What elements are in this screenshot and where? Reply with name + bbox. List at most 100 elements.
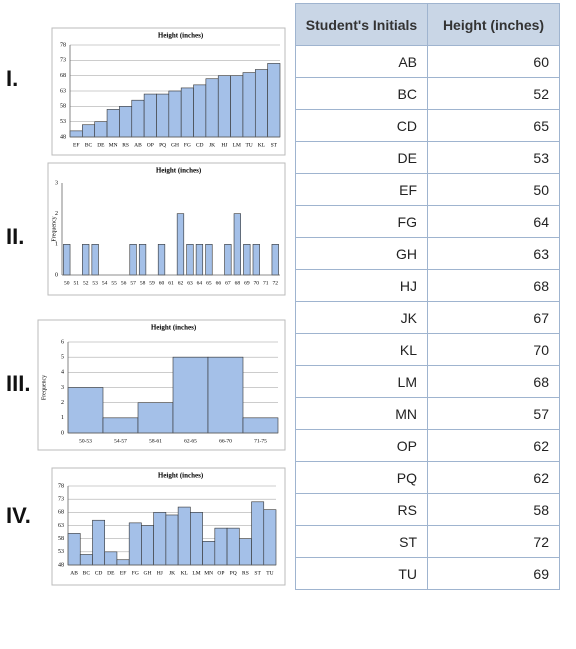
x-tick-label: GH: [144, 570, 152, 576]
y-tick-label: 53: [58, 549, 64, 555]
y-tick-label: 68: [60, 73, 66, 79]
x-tick-label: LM: [192, 570, 200, 576]
bar: [205, 244, 213, 276]
x-tick-label: LM: [233, 142, 241, 148]
x-tick-label: TU: [266, 570, 273, 576]
bar: [168, 90, 182, 138]
bar: [252, 244, 260, 276]
x-tick-label: 60: [159, 280, 165, 286]
table-row: RS 58: [295, 493, 560, 526]
bar: [153, 512, 167, 566]
x-tick-label: GH: [171, 142, 179, 148]
y-tick-label: 2: [55, 211, 58, 217]
bar: [143, 93, 157, 138]
x-tick-label: 58: [140, 280, 146, 286]
height-cell: 62: [427, 461, 560, 494]
x-tick-label: 71: [263, 280, 269, 286]
bar: [193, 84, 207, 138]
bar: [186, 244, 194, 276]
data-table: Student's Initials Height (inches) AB 60 BC 5…: [295, 3, 560, 590]
bar: [243, 244, 251, 276]
x-tick-label: MN: [109, 142, 118, 148]
x-tick-label: 70: [254, 280, 260, 286]
x-tick-label: 54: [102, 280, 108, 286]
y-tick-label: 6: [61, 339, 64, 345]
x-tick-label: AB: [70, 570, 78, 576]
x-tick-label: ST: [271, 142, 278, 148]
bar: [116, 559, 130, 566]
x-tick-label: 56: [121, 280, 127, 286]
x-tick-label: RS: [242, 570, 249, 576]
initials-cell: LM: [295, 365, 428, 398]
bar: [157, 244, 166, 276]
x-tick-label: KL: [181, 570, 189, 576]
y-tick-label: 78: [58, 483, 64, 489]
bar: [251, 501, 265, 566]
x-tick-label: FG: [132, 570, 139, 576]
y-tick-label: 1: [61, 415, 64, 421]
table-row: OP 62: [295, 429, 560, 462]
height-cell: 52: [427, 77, 560, 110]
x-tick-label: CD: [196, 142, 204, 148]
table-row: HJ 68: [295, 269, 560, 302]
y-tick-label: 58: [60, 104, 66, 110]
height-cell: 70: [427, 333, 560, 366]
y-tick-label: 2: [61, 400, 64, 406]
x-tick-label: 62-65: [184, 438, 197, 444]
x-tick-label: AB: [134, 142, 142, 148]
bar: [91, 244, 99, 276]
panel-label: II.: [6, 224, 24, 249]
initials-cell: TU: [295, 557, 428, 590]
y-tick-label: 3: [55, 180, 58, 186]
x-tick-label: 59: [149, 280, 155, 286]
bar: [230, 75, 244, 138]
y-tick-label: 73: [58, 497, 64, 503]
x-tick-label: 54-57: [114, 438, 127, 444]
column-header: Height (inches): [427, 3, 560, 46]
height-cell: 53: [427, 141, 560, 174]
bar: [104, 551, 118, 566]
bar: [79, 554, 93, 566]
table-row: JK 67: [295, 301, 560, 334]
y-tick-label: 1: [55, 242, 58, 248]
x-tick-label: 64: [197, 280, 203, 286]
bar: [214, 527, 228, 566]
initials-cell: AB: [295, 45, 428, 78]
bar: [233, 213, 241, 276]
height-cell: 50: [427, 173, 560, 206]
x-tick-label: 63: [187, 280, 193, 286]
initials-cell: RS: [295, 493, 428, 526]
height-cell: 68: [427, 269, 560, 302]
height-cell: 58: [427, 493, 560, 526]
bar: [137, 402, 174, 434]
chart-title: Height (inches): [158, 472, 204, 480]
table-row: EF 50: [295, 173, 560, 206]
x-tick-label: RS: [122, 142, 129, 148]
table-row: ST 72: [295, 525, 560, 558]
x-tick-label: 71-75: [254, 438, 267, 444]
column-header: Student's Initials: [295, 3, 428, 46]
initials-cell: MN: [295, 397, 428, 430]
x-tick-label: BC: [83, 570, 91, 576]
table-row: KL 70: [295, 333, 560, 366]
bar: [92, 519, 106, 566]
x-tick-label: BC: [85, 142, 93, 148]
x-tick-label: 68: [235, 280, 241, 286]
x-tick-label: HJ: [157, 570, 164, 576]
initials-cell: ST: [295, 525, 428, 558]
x-tick-label: 72: [273, 280, 279, 286]
bar: [82, 244, 90, 276]
x-tick-label: 69: [244, 280, 250, 286]
bar: [242, 72, 256, 138]
bar: [202, 540, 216, 566]
initials-cell: FG: [295, 205, 428, 238]
y-tick-label: 78: [60, 42, 66, 48]
height-cell: 69: [427, 557, 560, 590]
x-tick-label: 66: [216, 280, 222, 286]
x-tick-label: 50-53: [79, 438, 92, 444]
table-row: CD 65: [295, 109, 560, 142]
y-tick-label: 68: [58, 510, 64, 516]
y-tick-label: 0: [61, 430, 64, 436]
bar: [156, 93, 170, 138]
bar: [242, 417, 279, 434]
